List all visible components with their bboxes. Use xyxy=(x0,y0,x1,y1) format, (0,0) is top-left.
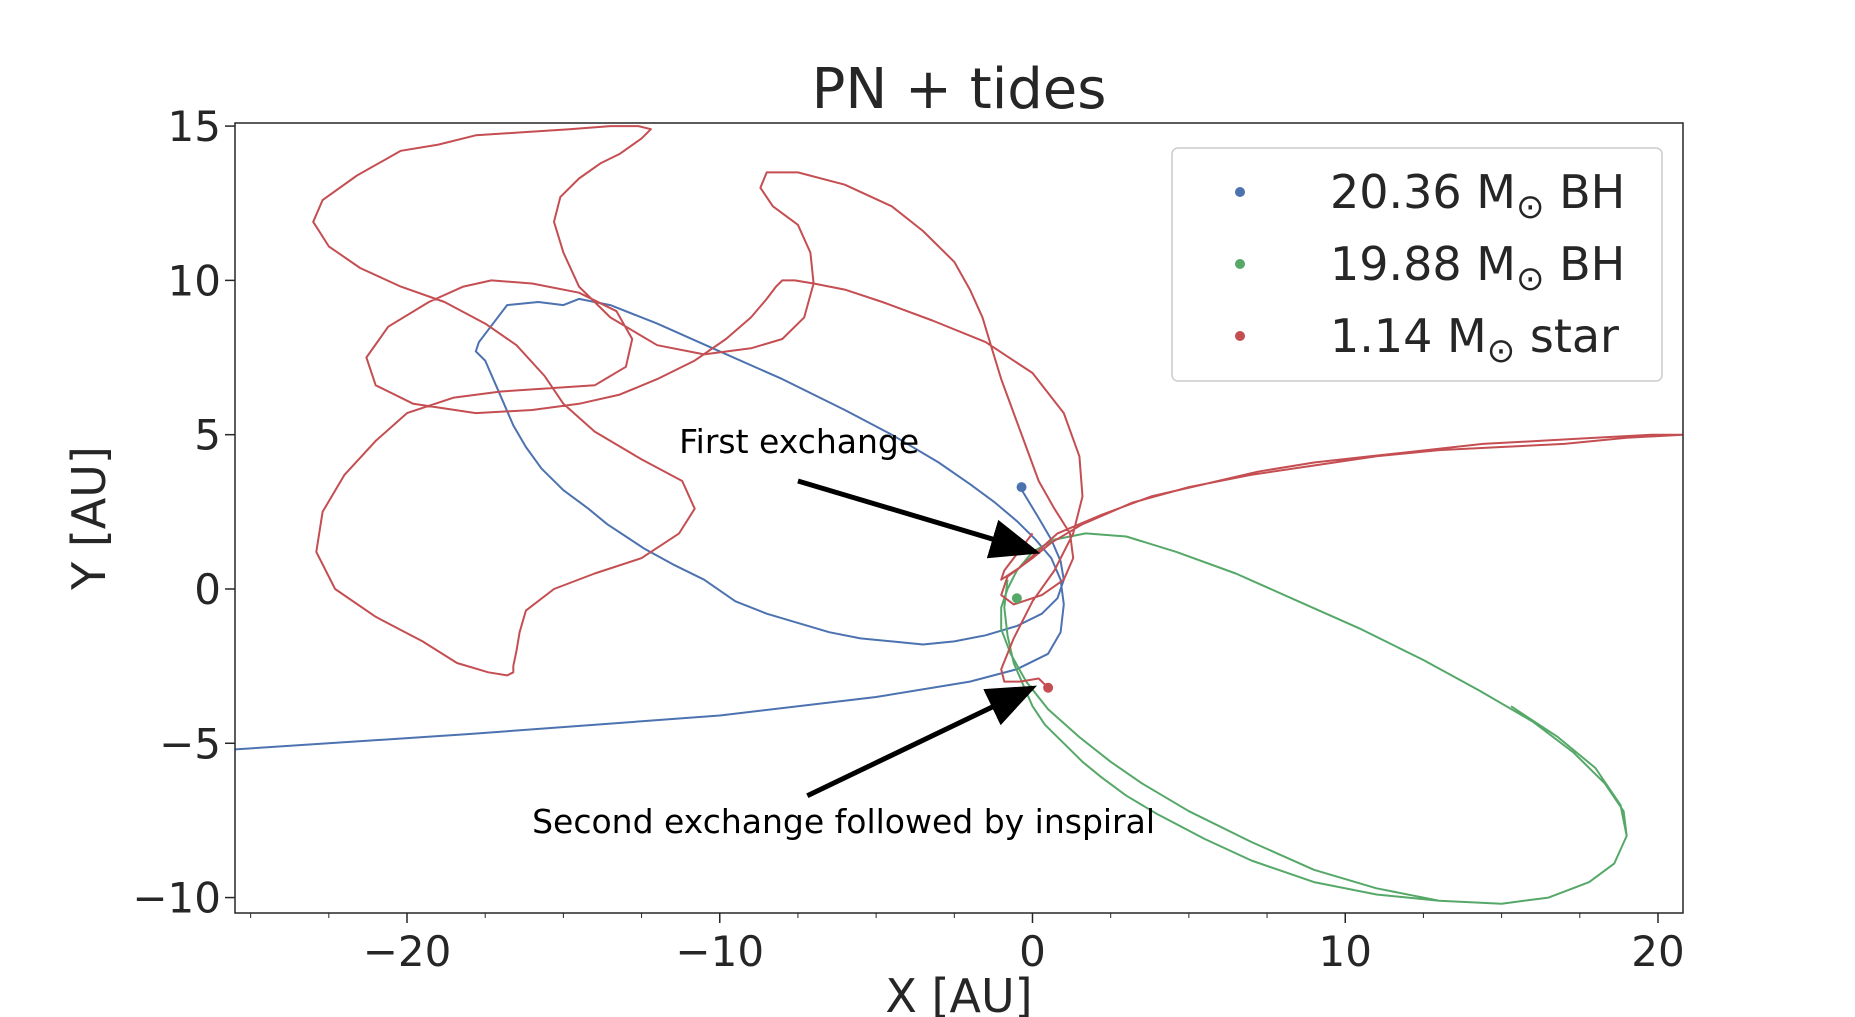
annotation-layer: First exchange Second exchange followed b… xyxy=(532,422,1155,841)
x-tick-label: 20 xyxy=(1631,927,1684,976)
x-tick-label: 0 xyxy=(1019,927,1046,976)
y-tick-label: −5 xyxy=(159,719,221,768)
x-tick-label: 10 xyxy=(1319,927,1372,976)
annotation-text-2: Second exchange followed by inspiral xyxy=(532,802,1155,841)
y-tick-label: 0 xyxy=(194,565,221,614)
series-line-3 xyxy=(312,125,1683,686)
legend: 20.36 M⊙ BH 19.88 M⊙ BH 1.14 M⊙ star xyxy=(1171,147,1663,382)
x-tick-label: −10 xyxy=(675,927,764,976)
legend-marker-2 xyxy=(1235,259,1245,269)
legend-marker-1 xyxy=(1235,187,1245,197)
legend-label-2: 19.88 M⊙ BH xyxy=(1330,237,1625,299)
legend-marker-3 xyxy=(1235,331,1245,341)
x-axis: −20 −10 0 10 20 xyxy=(250,913,1685,976)
legend-box xyxy=(1171,147,1663,382)
legend-label-3: 1.14 M⊙ star xyxy=(1330,309,1619,371)
series-endpoint-1 xyxy=(1016,482,1027,493)
series-line-1 xyxy=(235,297,1065,751)
series-endpoint-2 xyxy=(1011,593,1022,604)
y-axis: −10 −5 0 5 10 15 xyxy=(132,102,235,923)
x-tick-label: −20 xyxy=(363,927,452,976)
series-layer xyxy=(235,125,1683,905)
y-tick-label: 5 xyxy=(194,411,221,460)
annotation-arrow-2 xyxy=(806,685,1038,798)
annotation-text-1: First exchange xyxy=(679,422,919,461)
y-tick-label: 15 xyxy=(168,102,221,151)
marker-layer xyxy=(1011,482,1054,693)
series-line-2 xyxy=(1000,532,1628,905)
annotation-arrow-1 xyxy=(797,478,1041,559)
y-axis-label: Y [AU] xyxy=(62,446,116,591)
y-tick-label: 10 xyxy=(168,256,221,305)
x-axis-label: X [AU] xyxy=(885,969,1032,1017)
plot-frame xyxy=(234,122,1684,914)
series-endpoint-3 xyxy=(1043,682,1054,693)
legend-label-1: 20.36 M⊙ BH xyxy=(1330,165,1625,227)
chart-title: PN + tides xyxy=(812,57,1107,122)
y-tick-label: −10 xyxy=(132,874,221,923)
